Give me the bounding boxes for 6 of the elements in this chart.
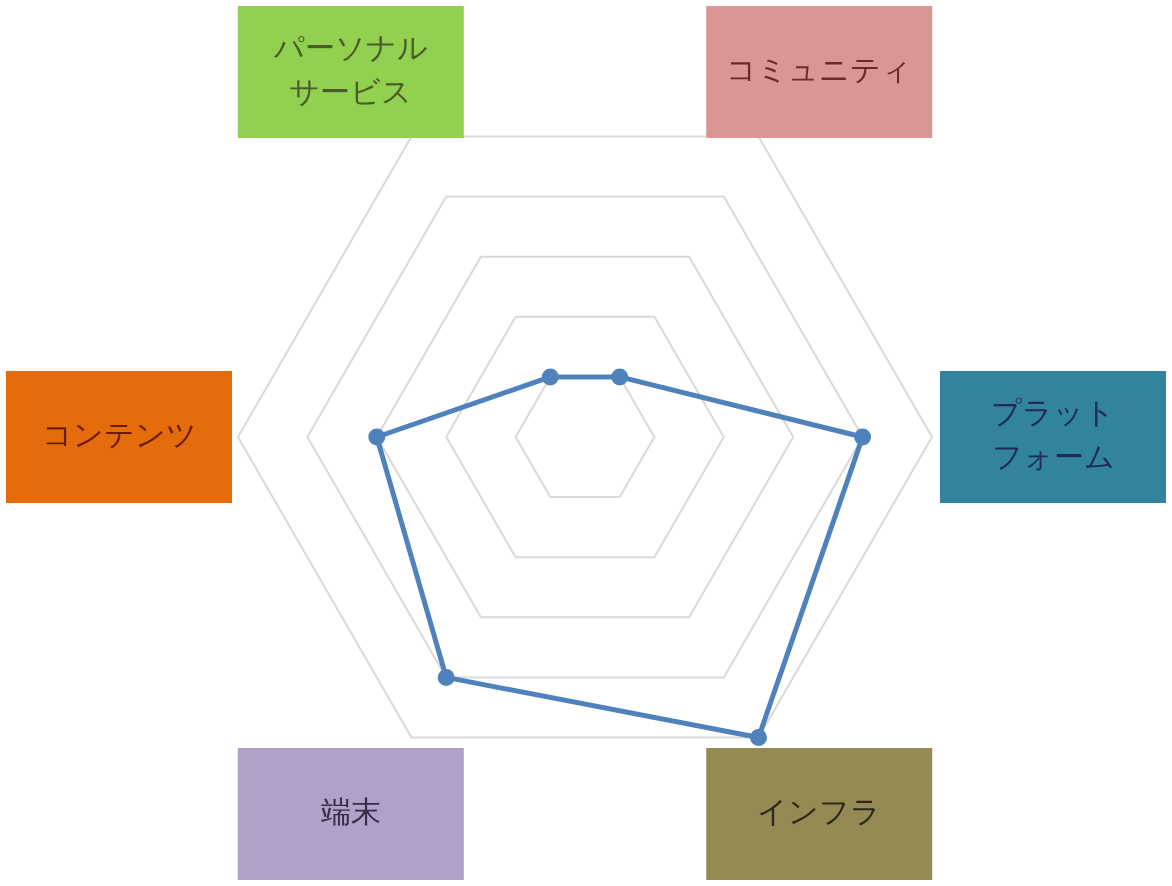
spoke-label: プラットフォーム <box>991 394 1115 474</box>
spoke-label: コンテンツ <box>41 416 197 452</box>
spoke-label: 端末 <box>320 793 381 829</box>
spoke-label: インフラ <box>757 793 882 829</box>
spoke-label: パーソナルサービス <box>272 29 428 109</box>
spoke-label: コミュニティ <box>726 51 913 87</box>
